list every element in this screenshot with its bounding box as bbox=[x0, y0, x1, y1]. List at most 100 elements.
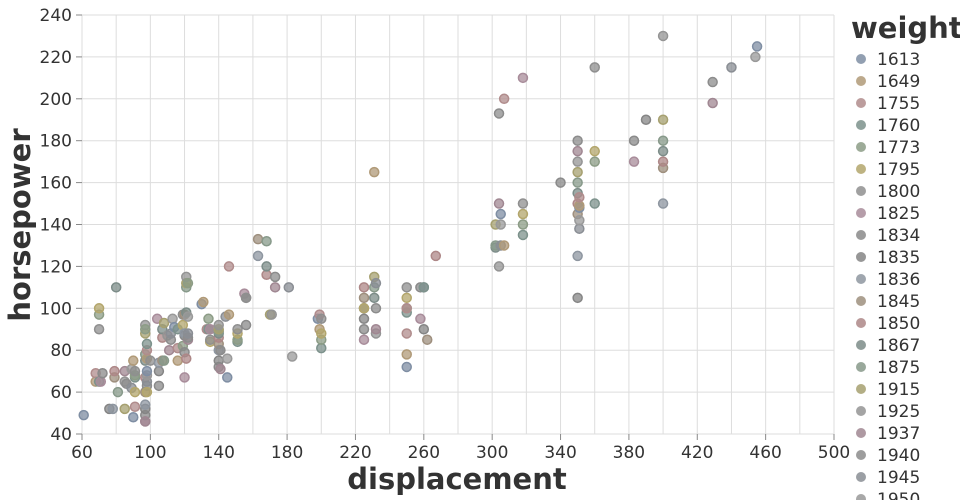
legend-label: 1836 bbox=[877, 270, 920, 290]
x-tick-label: 420 bbox=[681, 443, 713, 463]
data-point bbox=[401, 292, 412, 304]
legend-symbol bbox=[856, 362, 866, 372]
data-point bbox=[240, 319, 252, 331]
legend-label: 1649 bbox=[877, 72, 920, 92]
legend-symbol bbox=[856, 296, 866, 306]
data-point bbox=[657, 198, 669, 209]
legend-symbol bbox=[856, 98, 866, 108]
data-point bbox=[129, 401, 141, 413]
data-point bbox=[572, 250, 583, 262]
legend-label: 1773 bbox=[877, 138, 920, 158]
legend-label: 1825 bbox=[877, 204, 920, 224]
legend-symbol bbox=[856, 406, 866, 416]
legend-symbol bbox=[856, 252, 866, 262]
data-point bbox=[628, 156, 640, 167]
data-point bbox=[97, 367, 108, 379]
x-tick-label: 220 bbox=[339, 443, 371, 463]
legend-symbol bbox=[856, 76, 866, 86]
data-point bbox=[223, 261, 235, 272]
legend-label: 1875 bbox=[877, 358, 920, 378]
data-point bbox=[182, 277, 194, 289]
data-point bbox=[493, 108, 505, 119]
data-point bbox=[109, 365, 120, 377]
data-point bbox=[498, 240, 510, 251]
data-point bbox=[657, 135, 669, 146]
data-point bbox=[574, 215, 585, 226]
data-point bbox=[215, 363, 226, 375]
legend-label: 1945 bbox=[877, 468, 920, 488]
data-point bbox=[358, 324, 370, 335]
data-point bbox=[286, 351, 298, 362]
data-point bbox=[112, 386, 124, 398]
legend-symbol bbox=[856, 120, 866, 130]
data-point bbox=[401, 328, 412, 339]
y-tick-label: 60 bbox=[50, 383, 72, 403]
data-point bbox=[179, 372, 190, 383]
data-point bbox=[145, 355, 156, 366]
data-point bbox=[555, 177, 566, 188]
y-tick-label: 180 bbox=[40, 132, 72, 152]
data-point bbox=[517, 198, 529, 209]
data-point bbox=[167, 313, 178, 325]
data-point bbox=[93, 324, 105, 335]
data-point bbox=[358, 282, 370, 293]
y-tick-label: 80 bbox=[50, 341, 72, 361]
data-point bbox=[572, 177, 583, 188]
legend-label: 1940 bbox=[877, 446, 920, 466]
data-point bbox=[316, 313, 327, 325]
data-point bbox=[589, 62, 600, 73]
data-point bbox=[657, 156, 669, 167]
data-point bbox=[139, 416, 151, 427]
data-point bbox=[215, 344, 226, 356]
data-point bbox=[401, 361, 412, 373]
data-point bbox=[204, 334, 216, 345]
data-point bbox=[316, 328, 327, 339]
y-tick-label: 200 bbox=[40, 90, 72, 110]
data-point bbox=[495, 219, 506, 230]
data-point bbox=[261, 236, 272, 247]
data-point bbox=[517, 229, 529, 241]
data-point bbox=[498, 93, 510, 105]
data-point bbox=[726, 62, 737, 73]
legend-label: 1925 bbox=[877, 402, 920, 422]
legend-symbol bbox=[856, 318, 866, 328]
data-point bbox=[572, 166, 583, 178]
data-point bbox=[141, 338, 153, 350]
legend-label: 1845 bbox=[877, 292, 920, 312]
data-point bbox=[141, 365, 153, 377]
legend-label: 1834 bbox=[877, 226, 920, 246]
legend-label: 1760 bbox=[877, 116, 920, 136]
data-point bbox=[418, 324, 430, 335]
y-tick-label: 100 bbox=[40, 299, 72, 319]
data-point bbox=[517, 219, 529, 230]
data-point bbox=[589, 198, 600, 209]
data-point bbox=[198, 296, 209, 308]
data-point bbox=[517, 72, 529, 84]
data-point bbox=[240, 292, 252, 304]
data-point bbox=[110, 282, 122, 293]
data-point bbox=[213, 319, 224, 331]
x-tick-label: 180 bbox=[271, 443, 303, 463]
legend-symbol bbox=[856, 208, 866, 218]
x-tick-label: 60 bbox=[71, 443, 93, 463]
data-point bbox=[222, 353, 233, 364]
data-point bbox=[172, 355, 183, 366]
data-point bbox=[358, 334, 370, 345]
data-point bbox=[751, 41, 763, 52]
data-point bbox=[252, 250, 264, 262]
x-tick-labels: 60 100 140 180 220 260 300 340 380 420 460 500 bbox=[71, 434, 850, 463]
data-point bbox=[493, 261, 505, 272]
data-point bbox=[95, 376, 107, 387]
data-point bbox=[182, 311, 194, 322]
data-point bbox=[177, 319, 189, 331]
y-tick-label: 120 bbox=[40, 257, 72, 277]
x-tick-label: 340 bbox=[544, 443, 576, 463]
data-point bbox=[129, 365, 141, 377]
data-point bbox=[204, 324, 216, 335]
data-point bbox=[93, 303, 105, 314]
data-point bbox=[223, 309, 235, 320]
legend-symbol bbox=[856, 186, 866, 196]
data-point bbox=[128, 355, 139, 366]
data-point bbox=[141, 386, 153, 398]
data-point bbox=[139, 324, 151, 335]
